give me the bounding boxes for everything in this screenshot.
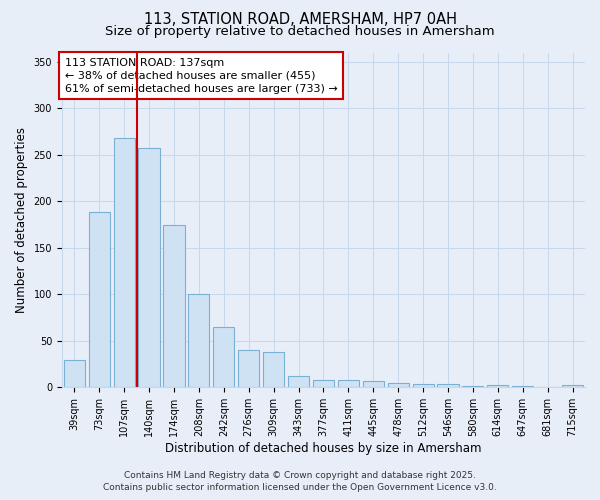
Bar bbox=[562, 386, 583, 388]
Text: Size of property relative to detached houses in Amersham: Size of property relative to detached ho… bbox=[105, 25, 495, 38]
Bar bbox=[512, 386, 533, 388]
Text: 113 STATION ROAD: 137sqm
← 38% of detached houses are smaller (455)
61% of semi-: 113 STATION ROAD: 137sqm ← 38% of detach… bbox=[65, 58, 337, 94]
Bar bbox=[313, 380, 334, 388]
Bar bbox=[487, 386, 508, 388]
Bar bbox=[213, 327, 235, 388]
Bar bbox=[388, 382, 409, 388]
X-axis label: Distribution of detached houses by size in Amersham: Distribution of detached houses by size … bbox=[165, 442, 482, 455]
Bar bbox=[64, 360, 85, 388]
Bar bbox=[113, 138, 135, 388]
Bar bbox=[188, 294, 209, 388]
Y-axis label: Number of detached properties: Number of detached properties bbox=[15, 127, 28, 313]
Bar bbox=[338, 380, 359, 388]
Bar bbox=[89, 212, 110, 388]
Bar bbox=[362, 381, 384, 388]
Bar bbox=[463, 386, 484, 388]
Bar bbox=[437, 384, 458, 388]
Bar bbox=[139, 148, 160, 388]
Bar bbox=[413, 384, 434, 388]
Bar bbox=[238, 350, 259, 388]
Bar bbox=[263, 352, 284, 388]
Text: 113, STATION ROAD, AMERSHAM, HP7 0AH: 113, STATION ROAD, AMERSHAM, HP7 0AH bbox=[143, 12, 457, 28]
Text: Contains HM Land Registry data © Crown copyright and database right 2025.
Contai: Contains HM Land Registry data © Crown c… bbox=[103, 471, 497, 492]
Bar bbox=[163, 224, 185, 388]
Bar bbox=[288, 376, 309, 388]
